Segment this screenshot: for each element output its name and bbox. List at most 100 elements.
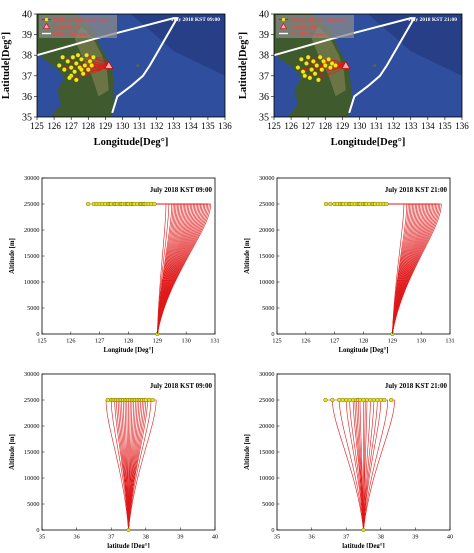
landing-point xyxy=(80,71,86,76)
y-tick-label: 10000 xyxy=(259,475,274,482)
y-tick-label: 5000 xyxy=(262,305,274,312)
plot-frame xyxy=(36,13,226,118)
legend-label: Launch site xyxy=(54,25,81,31)
x-tick-label: 37 xyxy=(343,534,349,541)
launch-point-marker xyxy=(361,527,366,532)
plot-frame xyxy=(276,177,451,335)
x-tick-label: 128 xyxy=(82,121,96,131)
x-tick-label: 126 xyxy=(301,338,310,345)
map-panel-2100: Balloon flight trajectory Launch site R.O.… xyxy=(237,0,474,150)
x-axis-label: latitude [Deg°] xyxy=(342,543,385,548)
chart-title: July 2018 KST 09:00 xyxy=(150,382,213,390)
end-point-marker xyxy=(105,397,110,403)
chart-title: July 2018 KST 21:00 xyxy=(408,17,457,23)
landing-point xyxy=(87,59,93,64)
trajectory-line xyxy=(325,399,364,531)
airspace-boundary-line xyxy=(36,17,179,114)
x-tick-label: 135 xyxy=(438,121,452,131)
landing-point xyxy=(299,57,304,62)
legend-box xyxy=(276,15,354,38)
plot-frame xyxy=(41,177,216,335)
legend-label: Balloon flight trajectory xyxy=(54,18,109,24)
end-point-marker xyxy=(347,397,352,403)
x-tick-label: 132 xyxy=(387,121,401,131)
y-axis-label: Latitude[Deg°] xyxy=(238,32,249,99)
landing-point xyxy=(312,71,318,76)
y-tick-label: 15000 xyxy=(259,449,274,456)
x-tick-label: 133 xyxy=(404,121,418,131)
y-tick-label: 37 xyxy=(22,71,32,82)
landing-point xyxy=(86,67,91,72)
y-tick-label: 38 xyxy=(22,51,32,62)
x-tick-label: 130 xyxy=(116,121,130,131)
y-tick-label: 20000 xyxy=(259,423,274,430)
legend-label: Launch site xyxy=(291,25,318,31)
landing-point xyxy=(82,63,88,68)
landing-point xyxy=(326,57,331,62)
latitude-altitude-chart-0900: July 2018 KST 09:00 35 36 37 38 39 40 0 5000 1000… xyxy=(9,371,218,550)
legend-label: R.O.K Airspace xyxy=(54,32,90,38)
y-tick-label: 40 xyxy=(259,10,269,21)
y-tick-label: 35 xyxy=(259,113,269,124)
landing-point xyxy=(317,55,323,60)
y-tick-label: 10000 xyxy=(259,279,274,286)
x-tick-label: 126 xyxy=(47,121,61,131)
y-tick-label: 39 xyxy=(259,30,269,41)
y-tick-label: 30000 xyxy=(259,371,274,378)
x-tick-label: 132 xyxy=(150,121,164,131)
trajectory-line xyxy=(128,399,152,531)
airspace-boundary-line xyxy=(273,17,416,114)
lat-panel-0900: July 2018 KST 09:00 35 36 37 38 39 40 0 5000 1000… xyxy=(0,364,237,550)
x-tick-label: 125 xyxy=(267,121,281,131)
x-tick-label: 133 xyxy=(167,121,181,131)
x-tick-label: 40 xyxy=(447,534,453,541)
landing-point xyxy=(65,59,71,64)
x-tick-label: 39 xyxy=(412,534,418,541)
end-point-marker xyxy=(330,397,335,403)
plot-frame xyxy=(273,13,463,118)
x-tick-label: 130 xyxy=(182,338,191,345)
y-tick-label: 38 xyxy=(259,51,269,62)
x-tick-label: 125 xyxy=(37,338,46,345)
end-point-marker xyxy=(323,397,328,403)
x-tick-label: 127 xyxy=(301,121,315,131)
deep-sea-area xyxy=(368,14,462,76)
end-point-marker xyxy=(351,397,356,403)
y-tick-label: 0 xyxy=(271,527,274,534)
y-tick-label: 30000 xyxy=(24,371,39,378)
landing-point xyxy=(79,57,84,62)
x-axis-label: Longitude [Deg°] xyxy=(338,347,388,354)
y-tick-label: 10000 xyxy=(24,475,39,482)
trajectory-line xyxy=(363,399,375,531)
y-tick-label: 25000 xyxy=(259,397,274,404)
legend-label: Balloon flight trajectory xyxy=(291,18,346,24)
legend-launch-swatch xyxy=(42,22,51,29)
legend-point-swatch xyxy=(281,17,286,22)
landing-point xyxy=(72,69,77,74)
y-axis-label: Altitude [m] xyxy=(244,238,251,274)
end-point-marker xyxy=(147,397,152,403)
x-tick-label: 38 xyxy=(378,534,384,541)
legend-label: R.O.K Airspace xyxy=(291,32,327,38)
chart-title: July 2018 KST 21:00 xyxy=(385,186,448,194)
landing-point xyxy=(89,63,94,68)
landing-point xyxy=(323,63,328,68)
x-tick-label: 35 xyxy=(274,534,280,541)
landing-point xyxy=(300,69,306,74)
x-axis-label: latitude [Deg°] xyxy=(107,543,150,548)
x-tick-label: 128 xyxy=(359,338,368,345)
y-tick-label: 40 xyxy=(22,10,32,21)
landing-point xyxy=(311,59,316,64)
end-point-marker xyxy=(344,397,349,403)
y-tick-label: 15000 xyxy=(24,449,39,456)
island xyxy=(136,64,140,67)
island xyxy=(373,64,377,67)
end-point-marker xyxy=(143,397,148,403)
x-tick-label: 135 xyxy=(201,121,215,131)
x-tick-label: 128 xyxy=(124,338,133,345)
x-tick-label: 136 xyxy=(455,121,469,131)
x-axis-label: Longitude[Deg°] xyxy=(331,137,406,148)
x-tick-label: 131 xyxy=(133,121,147,131)
y-tick-label: 0 xyxy=(271,331,274,338)
